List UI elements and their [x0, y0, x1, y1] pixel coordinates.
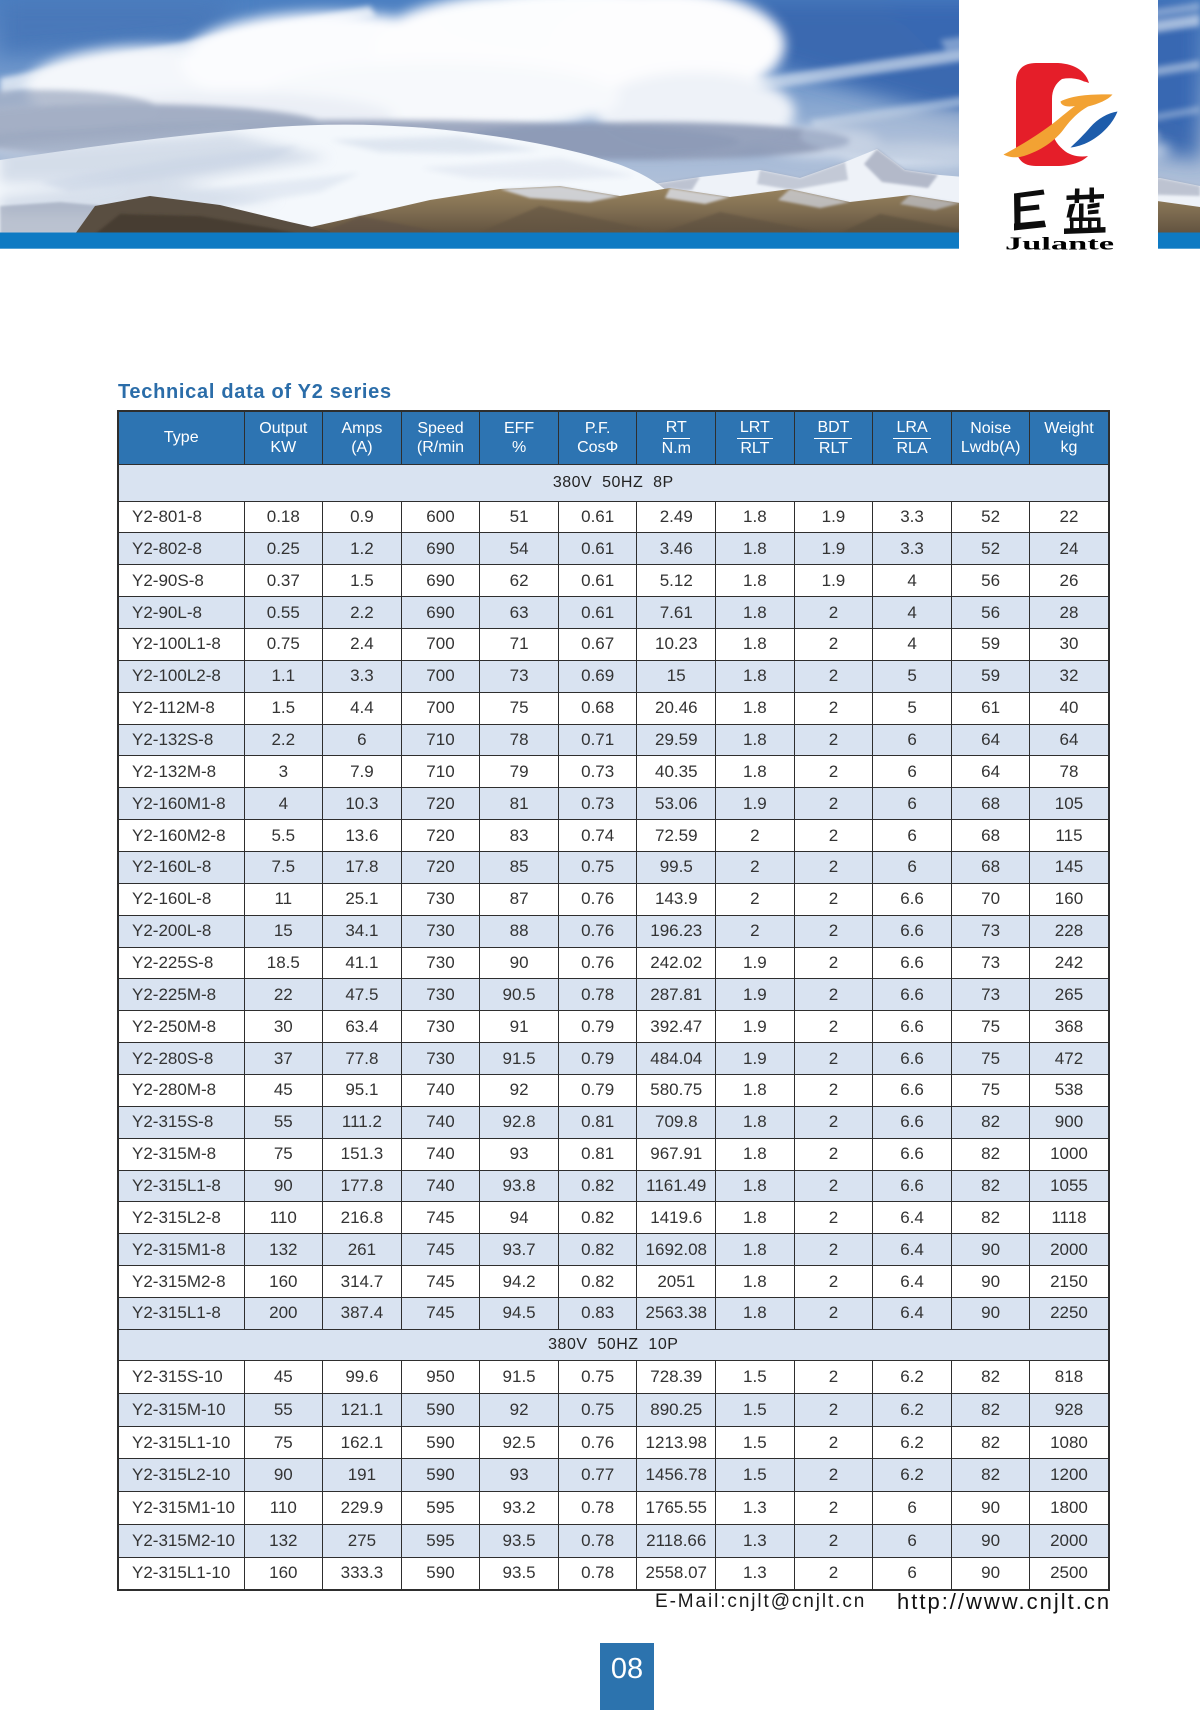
svg-text:Julante: Julante [1005, 234, 1114, 254]
